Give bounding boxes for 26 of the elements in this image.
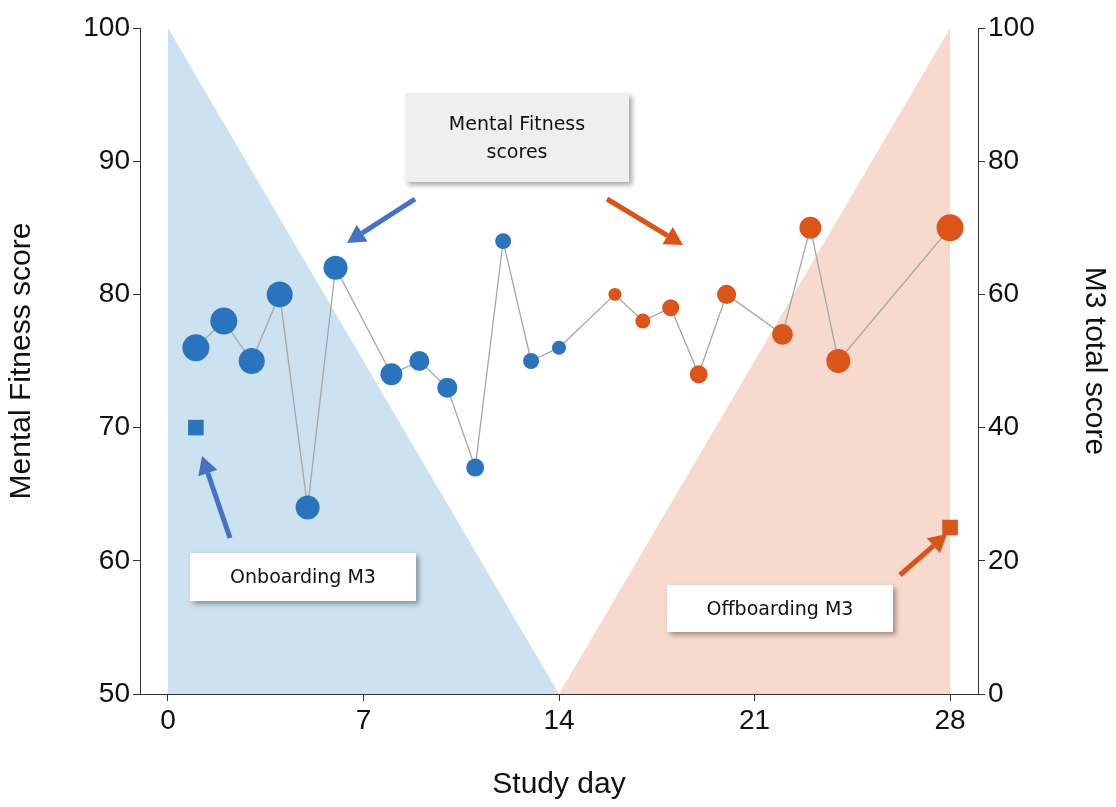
y-tick-label: 100 xyxy=(83,10,130,42)
y-tick-label: 60 xyxy=(98,543,130,575)
x-tick-label: 0 xyxy=(160,703,176,735)
y-tick-label: 70 xyxy=(98,410,130,442)
y2-tick-label: 40 xyxy=(988,410,1020,442)
y2-tick-label: 100 xyxy=(988,10,1035,42)
y2-tick-label: 0 xyxy=(988,676,1004,708)
y-tick-label: 50 xyxy=(98,676,130,708)
y2-tick-label: 60 xyxy=(988,277,1020,309)
x-axis-title: Study day xyxy=(492,766,626,800)
y2-tick-label: 80 xyxy=(988,143,1020,175)
x-tick-label: 14 xyxy=(543,703,575,735)
y2-tick-label: 20 xyxy=(988,543,1020,575)
annotation: Offboarding M3 xyxy=(705,595,855,621)
callout-box: Offboarding M3 xyxy=(667,585,893,632)
callout-box: Onboarding M3 xyxy=(190,553,416,601)
x-tick-label: 7 xyxy=(355,703,372,735)
y-axis-title: Mental Fitness score xyxy=(3,222,37,500)
x-tick-label: 21 xyxy=(738,703,771,735)
annotation: Onboarding M3 xyxy=(229,564,377,590)
x-tick-label: 28 xyxy=(934,703,966,735)
y-tick-label: 80 xyxy=(98,277,130,309)
y-tick-label: 90 xyxy=(98,143,130,175)
annotation: Mental Fitness scores xyxy=(447,110,587,164)
callout-box: Mental Fitness scores xyxy=(405,93,629,182)
y2-axis-title: M3 total score xyxy=(1079,266,1113,456)
